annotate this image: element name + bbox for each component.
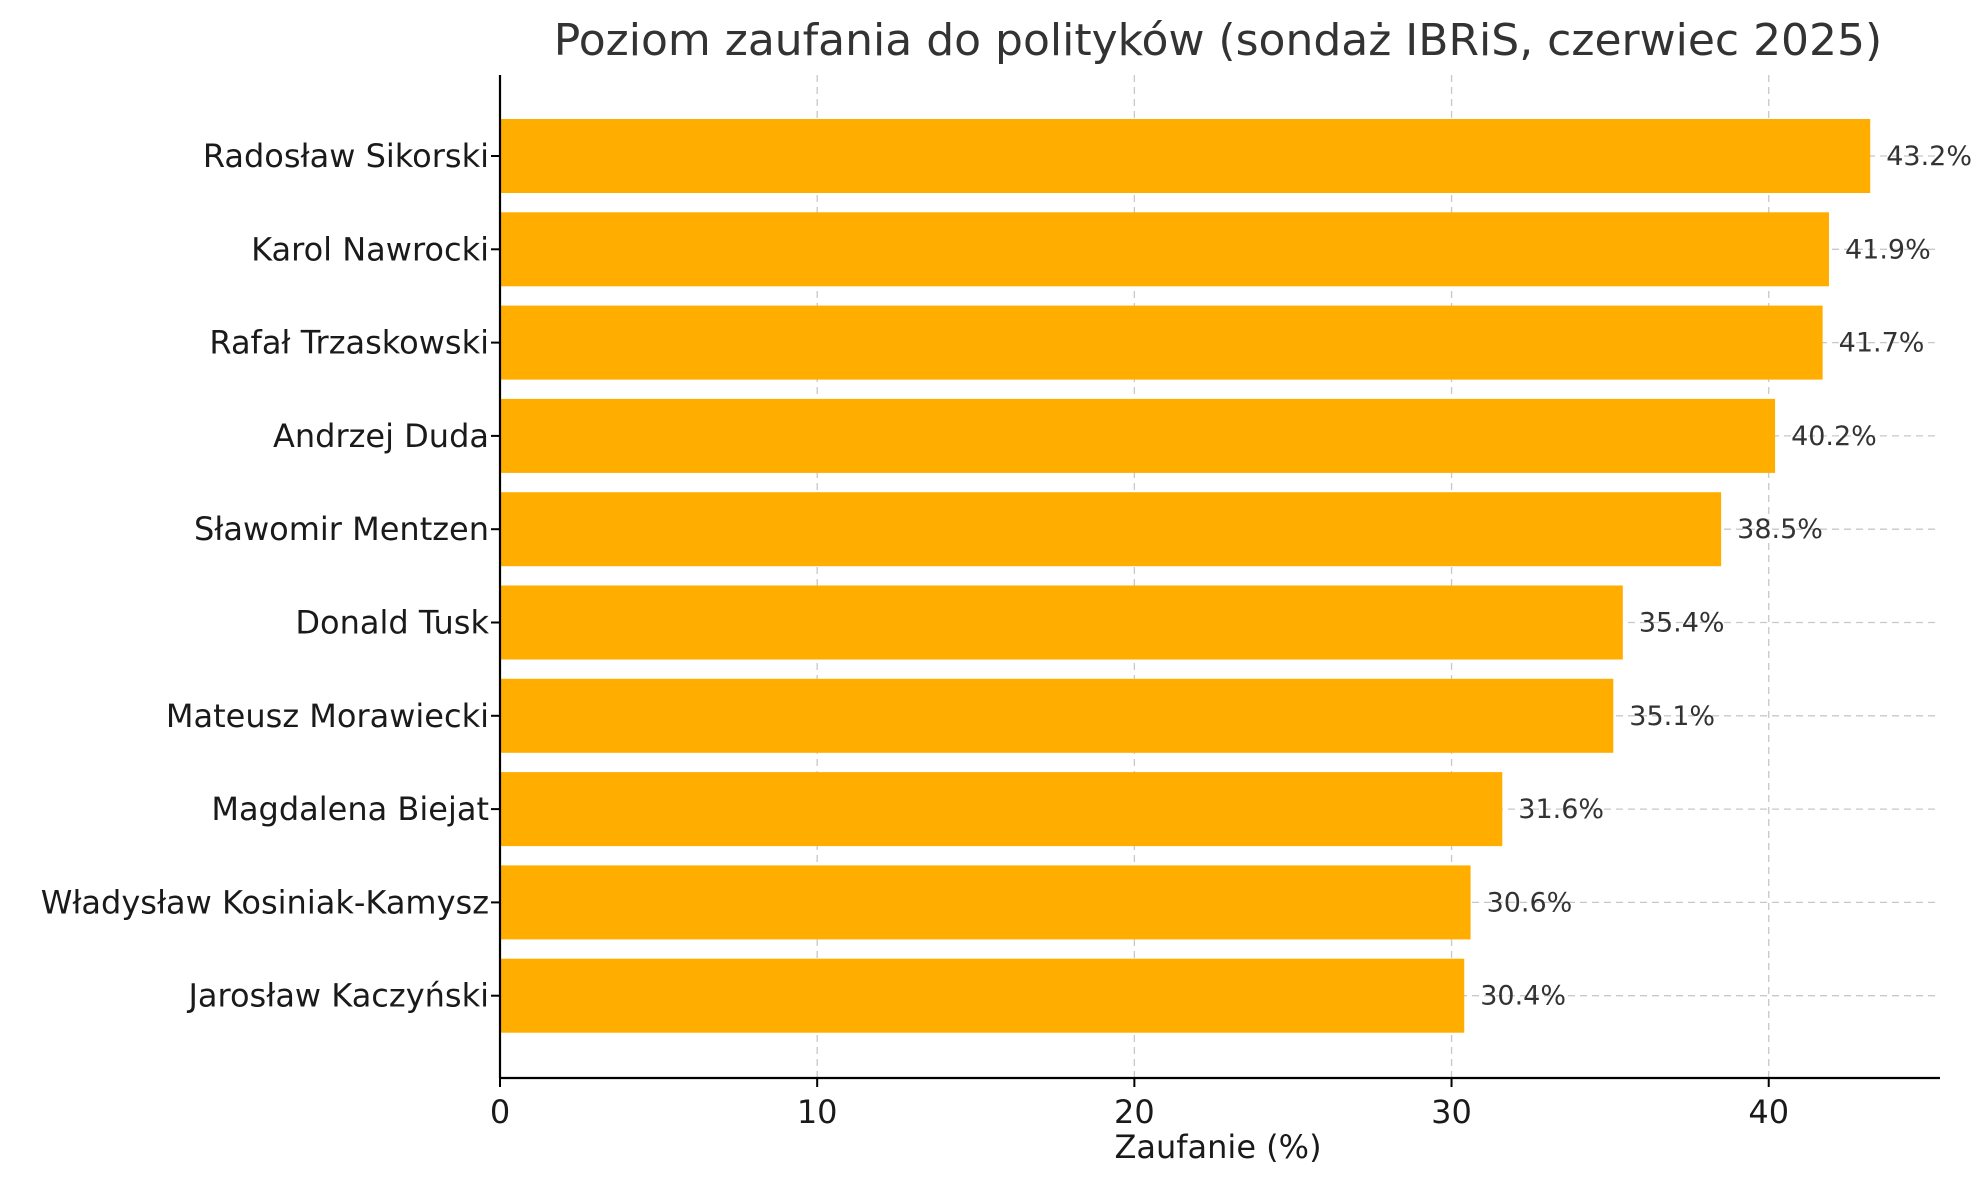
category-label: Władysław Kosiniak-Kamysz bbox=[41, 883, 489, 921]
chart-title: Poziom zaufania do polityków (sondaż IBR… bbox=[554, 15, 1882, 66]
labels-layer: 0 10 20 30 40 Radosław Sikorski 43.2% Karol Naw… bbox=[41, 137, 1972, 1131]
bar bbox=[500, 678, 1614, 753]
value-label: 35.1% bbox=[1629, 701, 1715, 732]
category-label: Donald Tusk bbox=[295, 604, 489, 642]
category-label: Sławomir Mentzen bbox=[194, 510, 489, 548]
value-label: 30.4% bbox=[1480, 981, 1566, 1012]
value-label: 41.9% bbox=[1845, 234, 1931, 265]
bars-layer bbox=[500, 119, 1871, 1033]
value-label: 30.6% bbox=[1487, 887, 1573, 918]
bar bbox=[500, 865, 1471, 940]
bar bbox=[500, 398, 1776, 473]
x-tick-label: 0 bbox=[490, 1093, 510, 1131]
bar bbox=[500, 492, 1722, 567]
x-tick-label: 20 bbox=[1114, 1093, 1155, 1131]
x-tick-label: 30 bbox=[1431, 1093, 1472, 1131]
category-label: Mateusz Morawiecki bbox=[166, 697, 489, 735]
x-axis-title: Zaufanie (%) bbox=[1114, 1128, 1321, 1166]
value-label: 31.6% bbox=[1518, 794, 1604, 825]
bar bbox=[500, 772, 1503, 847]
bar bbox=[500, 958, 1465, 1033]
bar bbox=[500, 119, 1871, 193]
bar bbox=[500, 212, 1829, 287]
bar bbox=[500, 305, 1823, 380]
category-label: Andrzej Duda bbox=[273, 417, 489, 455]
value-label: 41.7% bbox=[1839, 328, 1925, 359]
category-label: Radosław Sikorski bbox=[203, 137, 489, 175]
category-label: Magdalena Biejat bbox=[211, 790, 489, 828]
x-tick-label: 40 bbox=[1748, 1093, 1789, 1131]
x-tick-label: 10 bbox=[797, 1093, 838, 1131]
category-label: Karol Nawrocki bbox=[251, 230, 489, 268]
category-label: Jarosław Kaczyński bbox=[186, 977, 489, 1015]
value-label: 38.5% bbox=[1737, 514, 1823, 545]
value-label: 43.2% bbox=[1886, 141, 1972, 172]
value-label: 35.4% bbox=[1639, 608, 1725, 639]
axes-layer bbox=[491, 75, 1940, 1087]
bar bbox=[500, 585, 1623, 660]
value-label: 40.2% bbox=[1791, 421, 1877, 452]
category-label: Rafał Trzaskowski bbox=[209, 324, 489, 362]
